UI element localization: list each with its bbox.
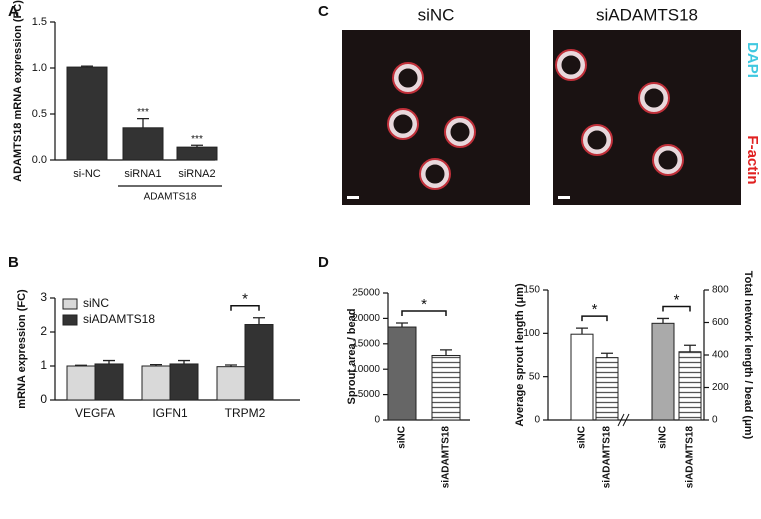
bar <box>570 333 594 421</box>
significance-bracket <box>401 310 447 316</box>
error-bar <box>225 364 237 367</box>
error-bar <box>396 322 408 328</box>
tick-label: 1 <box>40 358 47 372</box>
group-label: ADAMTS18 <box>144 192 197 203</box>
bar <box>122 127 164 161</box>
x-tick-label: IGFN1 <box>152 406 188 420</box>
error-bar <box>178 359 190 364</box>
x-tick-label: siADAMTS18 <box>685 426 696 489</box>
x-tick-label: siNC <box>397 426 408 449</box>
x-tick-label: TRPM2 <box>225 406 266 420</box>
bar <box>169 363 199 401</box>
tick-label: 15000 <box>352 338 380 349</box>
micrograph <box>342 30 530 205</box>
x-tick-label: siRNA1 <box>124 168 161 180</box>
tick-label: 50 <box>529 371 541 382</box>
significance: *** <box>137 107 149 118</box>
y-axis-label: ADAMTS18 mRNA expression (FC) <box>12 0 24 182</box>
legend-swatch <box>62 298 78 310</box>
error-bar <box>81 65 93 68</box>
tick-label: 800 <box>712 285 729 296</box>
tick-label: 600 <box>712 317 729 328</box>
error-bar <box>253 317 265 325</box>
y-axis-label: Sprout area / bead <box>346 309 358 405</box>
x-tick-label: siADAMTS18 <box>441 426 452 489</box>
panel-letter: D <box>318 254 329 271</box>
bar <box>216 366 246 401</box>
x-tick-label: siRNA2 <box>178 168 215 180</box>
beads <box>387 49 684 190</box>
panel-c: C siNC siADAMTS18 DAPI F-actin <box>318 3 761 205</box>
significance: * <box>242 291 248 308</box>
bar <box>595 357 619 421</box>
significance: *** <box>191 134 203 145</box>
image-title: siADAMTS18 <box>596 5 698 24</box>
x-tick-label: VEGFA <box>75 406 115 420</box>
significance-bracket <box>230 304 260 311</box>
tick-label: 25000 <box>352 288 380 299</box>
tick-label: 2 <box>40 324 47 338</box>
tick-label: 1.5 <box>32 16 47 28</box>
error-bar <box>75 364 87 366</box>
error-bar <box>150 363 162 366</box>
bar <box>141 365 171 401</box>
bar <box>66 66 108 161</box>
tick-label: 400 <box>712 350 729 361</box>
tick-label: 0.0 <box>32 154 47 166</box>
significance: * <box>421 296 427 313</box>
error-bar <box>657 317 669 324</box>
tick-label: 200 <box>712 382 729 393</box>
bar <box>94 363 124 401</box>
significance: * <box>592 301 598 318</box>
panel-letter: C <box>318 3 329 20</box>
x-tick-label: siNC <box>577 426 588 449</box>
panel-letter: A <box>8 3 19 20</box>
legend-label: siNC <box>83 296 109 310</box>
bar <box>651 322 675 421</box>
bar <box>431 354 461 421</box>
y-axis-label: mRNA expression (FC) <box>16 289 28 409</box>
significance: * <box>674 291 680 308</box>
bar <box>244 324 274 401</box>
tick-label: 0 <box>40 392 47 406</box>
tick-label: 10000 <box>352 364 380 375</box>
stain-label: F-actin <box>744 135 761 184</box>
y-axis-label: Average sprout length (μm) <box>514 283 526 427</box>
tick-label: 150 <box>523 285 540 296</box>
error-bar <box>601 352 613 358</box>
image-title: siNC <box>418 5 455 24</box>
significance-bracket <box>662 305 691 312</box>
tick-label: 0 <box>712 415 718 426</box>
scale-bar <box>558 196 570 199</box>
legend-swatch <box>62 314 78 326</box>
error-bar <box>137 117 149 128</box>
error-bar <box>576 327 588 335</box>
tick-label: 0.5 <box>32 108 47 120</box>
tick-label: 1.0 <box>32 62 47 74</box>
bar <box>66 365 96 401</box>
tick-label: 3 <box>40 290 47 304</box>
bar <box>176 146 218 161</box>
bar <box>387 326 417 421</box>
x-tick-label: siNC <box>658 426 669 449</box>
stain-label: DAPI <box>744 42 761 78</box>
tick-label: 5000 <box>358 389 381 400</box>
panel-letter: B <box>8 254 19 271</box>
x-tick-label: siADAMTS18 <box>602 426 613 489</box>
error-bar <box>684 344 696 352</box>
legend-label: siADAMTS18 <box>83 312 155 326</box>
tick-label: 100 <box>523 328 540 339</box>
tick-label: 20000 <box>352 313 380 324</box>
x-tick-label: si-NC <box>73 168 101 180</box>
scale-bar <box>347 196 359 199</box>
error-bar <box>191 144 203 148</box>
significance-bracket <box>581 315 608 322</box>
error-bar <box>103 359 115 364</box>
tick-label: 0 <box>534 415 540 426</box>
y2-axis-label: Total network length / bead (μm) <box>742 271 754 440</box>
bar <box>678 351 702 421</box>
error-bar <box>440 349 452 356</box>
tick-label: 0 <box>374 415 380 426</box>
